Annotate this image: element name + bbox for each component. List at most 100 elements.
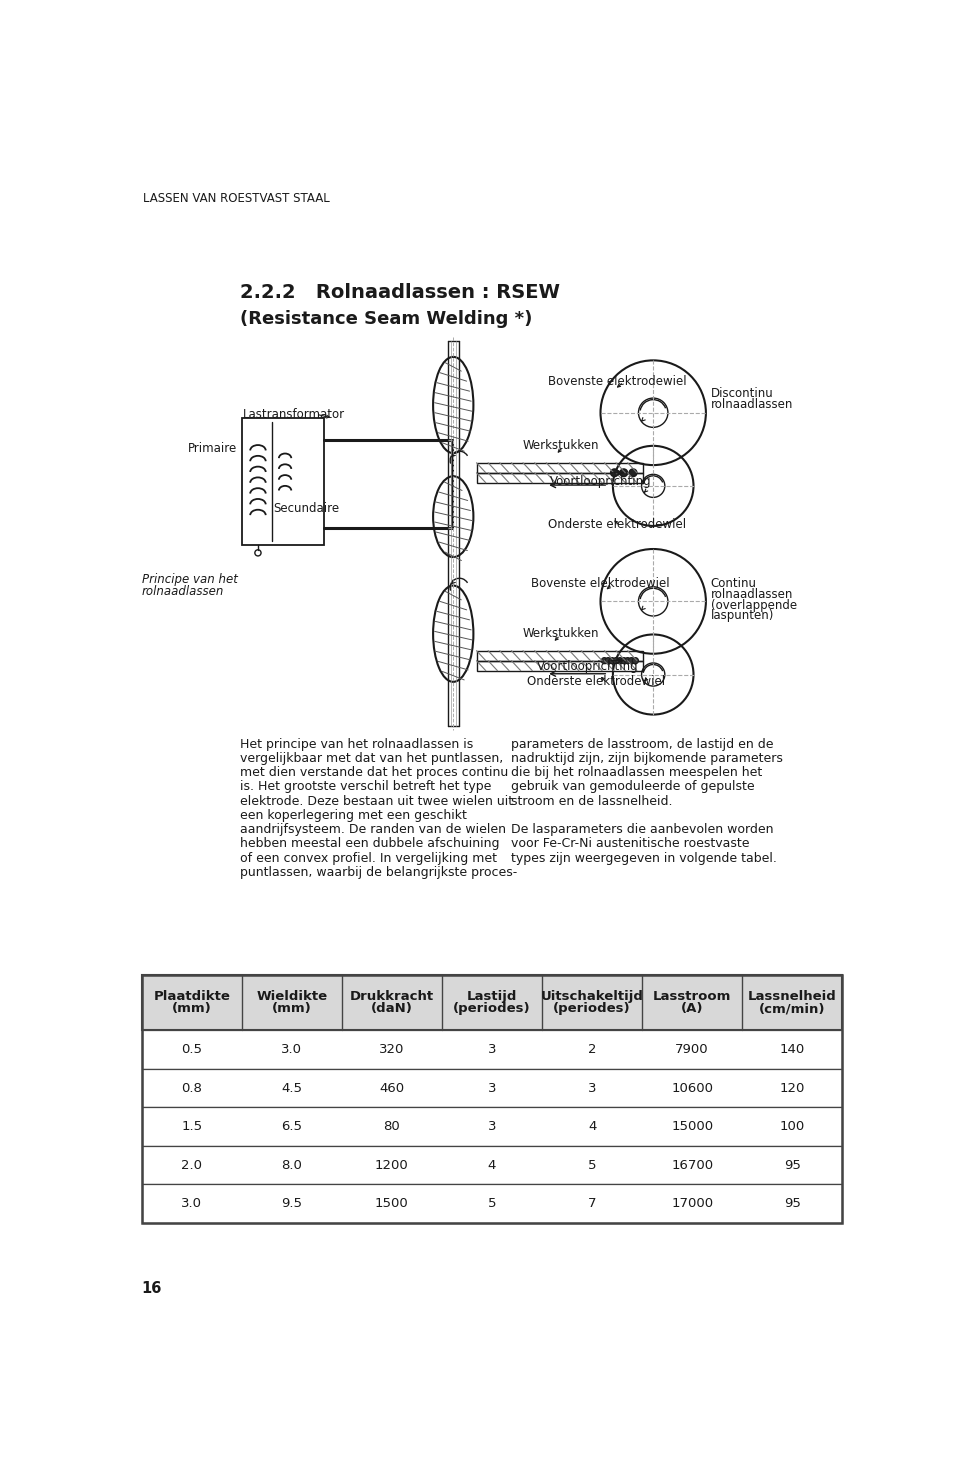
Text: 7: 7 xyxy=(588,1197,596,1210)
Text: 3: 3 xyxy=(488,1043,496,1056)
Bar xyxy=(142,974,842,1030)
Ellipse shape xyxy=(433,477,473,557)
Text: of een convex profiel. In vergelijking met: of een convex profiel. In vergelijking m… xyxy=(240,851,497,865)
Text: 16700: 16700 xyxy=(671,1159,713,1172)
Circle shape xyxy=(620,470,628,477)
Text: Lassnelheid: Lassnelheid xyxy=(748,990,836,1002)
Bar xyxy=(142,974,842,1223)
Bar xyxy=(142,1069,842,1107)
Text: 8.0: 8.0 xyxy=(281,1159,302,1172)
Text: Werkstukken: Werkstukken xyxy=(523,439,599,452)
Text: Lastransformator: Lastransformator xyxy=(243,408,345,421)
Circle shape xyxy=(629,657,635,664)
Text: 17000: 17000 xyxy=(671,1197,713,1210)
Text: 100: 100 xyxy=(780,1121,804,1132)
Text: rolnaadlassen: rolnaadlassen xyxy=(710,588,793,601)
Text: 2.2.2   Rolnaadlassen : RSEW: 2.2.2 Rolnaadlassen : RSEW xyxy=(240,284,560,303)
Text: Continu: Continu xyxy=(710,578,756,590)
Text: 3: 3 xyxy=(488,1081,496,1094)
Text: 1200: 1200 xyxy=(375,1159,409,1172)
Text: 3.0: 3.0 xyxy=(281,1043,302,1056)
Text: stroom en de lassnelheid.: stroom en de lassnelheid. xyxy=(512,794,673,808)
Text: (mm): (mm) xyxy=(172,1002,211,1015)
Text: LASSEN VAN ROESTVAST STAAL: LASSEN VAN ROESTVAST STAAL xyxy=(143,193,330,205)
Text: 16: 16 xyxy=(142,1280,162,1296)
Text: 0.8: 0.8 xyxy=(181,1081,203,1094)
Text: 320: 320 xyxy=(379,1043,404,1056)
Bar xyxy=(243,418,324,546)
Text: 3.0: 3.0 xyxy=(181,1197,203,1210)
Text: 2: 2 xyxy=(588,1043,596,1056)
Text: Voortlooprichting: Voortlooprichting xyxy=(550,475,652,487)
Text: aandrijfsysteem. De randen van de wielen: aandrijfsysteem. De randen van de wielen xyxy=(240,824,506,837)
Text: 4: 4 xyxy=(588,1121,596,1132)
Text: puntlassen, waarbij de belangrijkste proces-: puntlassen, waarbij de belangrijkste pro… xyxy=(240,866,517,879)
Text: (mm): (mm) xyxy=(272,1002,312,1015)
Text: Principe van het: Principe van het xyxy=(142,573,237,587)
Circle shape xyxy=(621,657,627,664)
Text: 460: 460 xyxy=(379,1081,404,1094)
Text: (A): (A) xyxy=(681,1002,704,1015)
Text: Werkstukken: Werkstukken xyxy=(523,628,599,641)
Text: (cm/min): (cm/min) xyxy=(759,1002,826,1015)
Bar xyxy=(142,1184,842,1223)
Text: 3: 3 xyxy=(588,1081,596,1094)
Text: een koperlegering met een geschikt: een koperlegering met een geschikt xyxy=(240,809,467,822)
Text: (periodes): (periodes) xyxy=(453,1002,531,1015)
Bar xyxy=(142,1030,842,1069)
Text: laspunten): laspunten) xyxy=(710,610,774,622)
Text: Bovenste elektrodewiel: Bovenste elektrodewiel xyxy=(531,578,669,590)
Bar xyxy=(476,651,643,661)
Text: hebben meestal een dubbele afschuining: hebben meestal een dubbele afschuining xyxy=(240,837,499,850)
Text: voor Fe-Cr-Ni austenitische roestvaste: voor Fe-Cr-Ni austenitische roestvaste xyxy=(512,837,750,850)
Circle shape xyxy=(616,657,623,664)
Text: 5: 5 xyxy=(488,1197,496,1210)
Text: Primaire: Primaire xyxy=(188,442,237,455)
Text: 80: 80 xyxy=(384,1121,400,1132)
Bar xyxy=(142,1146,842,1184)
Ellipse shape xyxy=(433,357,473,454)
Text: 120: 120 xyxy=(780,1081,804,1094)
Bar xyxy=(476,473,643,483)
Bar xyxy=(476,661,643,670)
Text: 95: 95 xyxy=(783,1159,801,1172)
Text: 6.5: 6.5 xyxy=(281,1121,302,1132)
Text: Lasstroom: Lasstroom xyxy=(653,990,732,1002)
Text: Uitschakeltijd: Uitschakeltijd xyxy=(540,990,643,1002)
Circle shape xyxy=(605,657,612,664)
Text: types zijn weergegeven in volgende tabel.: types zijn weergegeven in volgende tabel… xyxy=(512,851,778,865)
Text: 7900: 7900 xyxy=(675,1043,709,1056)
Text: die bij het rolnaadlassen meespelen het: die bij het rolnaadlassen meespelen het xyxy=(512,767,762,780)
Text: 2.0: 2.0 xyxy=(181,1159,203,1172)
Text: Wieldikte: Wieldikte xyxy=(256,990,327,1002)
Text: (overlappende: (overlappende xyxy=(710,598,797,612)
Text: 1.5: 1.5 xyxy=(181,1121,203,1132)
Circle shape xyxy=(629,470,636,477)
Text: Onderste elektrodewiel: Onderste elektrodewiel xyxy=(548,518,686,531)
Circle shape xyxy=(612,657,619,664)
Text: 10600: 10600 xyxy=(671,1081,713,1094)
Text: 4.5: 4.5 xyxy=(281,1081,302,1094)
Text: De lasparameters die aanbevolen worden: De lasparameters die aanbevolen worden xyxy=(512,824,774,837)
Text: Het principe van het rolnaadlassen is: Het principe van het rolnaadlassen is xyxy=(240,737,473,751)
Text: gebruik van gemoduleerde of gepulste: gebruik van gemoduleerde of gepulste xyxy=(512,780,755,793)
Text: 140: 140 xyxy=(780,1043,804,1056)
Text: nadruktijd zijn, zijn bijkomende parameters: nadruktijd zijn, zijn bijkomende paramet… xyxy=(512,752,783,765)
Text: Plaatdikte: Plaatdikte xyxy=(154,990,230,1002)
Text: Onderste elektrodewiel: Onderste elektrodewiel xyxy=(527,674,665,688)
Text: Secundaire: Secundaire xyxy=(274,502,340,515)
Text: 4: 4 xyxy=(488,1159,496,1172)
Bar xyxy=(476,462,643,473)
Circle shape xyxy=(611,470,618,477)
Text: Discontinu: Discontinu xyxy=(710,388,774,399)
Text: Lastijd: Lastijd xyxy=(467,990,517,1002)
Text: (Resistance Seam Welding *): (Resistance Seam Welding *) xyxy=(240,310,533,328)
Text: elektrode. Deze bestaan uit twee wielen uit: elektrode. Deze bestaan uit twee wielen … xyxy=(240,794,514,808)
Text: met dien verstande dat het proces continu: met dien verstande dat het proces contin… xyxy=(240,767,509,780)
Text: rolnaadlassen: rolnaadlassen xyxy=(142,585,224,598)
Text: (periodes): (periodes) xyxy=(553,1002,631,1015)
Circle shape xyxy=(633,657,638,664)
Text: 9.5: 9.5 xyxy=(281,1197,302,1210)
Text: 15000: 15000 xyxy=(671,1121,713,1132)
Circle shape xyxy=(601,657,608,664)
